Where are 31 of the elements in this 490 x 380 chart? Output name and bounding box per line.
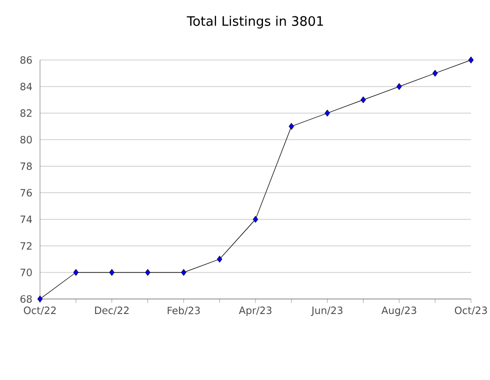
y-tick-label: 72 <box>20 242 32 250</box>
point <box>252 216 258 223</box>
point <box>468 56 474 64</box>
x-tick-label: Aug/23 <box>381 306 416 316</box>
point <box>360 96 366 104</box>
y-tick-label: 76 <box>20 188 32 197</box>
point <box>216 256 222 263</box>
point <box>73 268 79 276</box>
x-tick-label: Jun/23 <box>310 306 342 316</box>
point <box>396 83 402 90</box>
y-tick-label: 80 <box>20 136 32 144</box>
point <box>288 122 294 130</box>
y-tick-label: 86 <box>20 56 32 64</box>
y-tick-label: 68 <box>20 295 32 303</box>
y-tick-label: 74 <box>20 216 32 223</box>
x-tick-label: Apr/23 <box>238 306 272 316</box>
x-tick-label: Dec/22 <box>95 306 129 315</box>
y-tick-label: 78 <box>20 162 32 170</box>
chart-title: Total Listings in 3801 <box>186 16 323 28</box>
y-tick-label: 82 <box>20 109 32 117</box>
x-tick-label: Oct/23 <box>454 306 487 315</box>
point <box>324 110 330 117</box>
point <box>109 268 114 276</box>
point <box>432 70 438 77</box>
x-tick-label: Oct/22 <box>24 306 56 315</box>
y-tick-label: 70 <box>20 268 32 276</box>
point <box>181 268 186 276</box>
point <box>145 268 150 276</box>
x-tick-label: Feb/23 <box>168 306 200 316</box>
y-tick-label: 84 <box>20 82 32 90</box>
point <box>37 296 43 302</box>
